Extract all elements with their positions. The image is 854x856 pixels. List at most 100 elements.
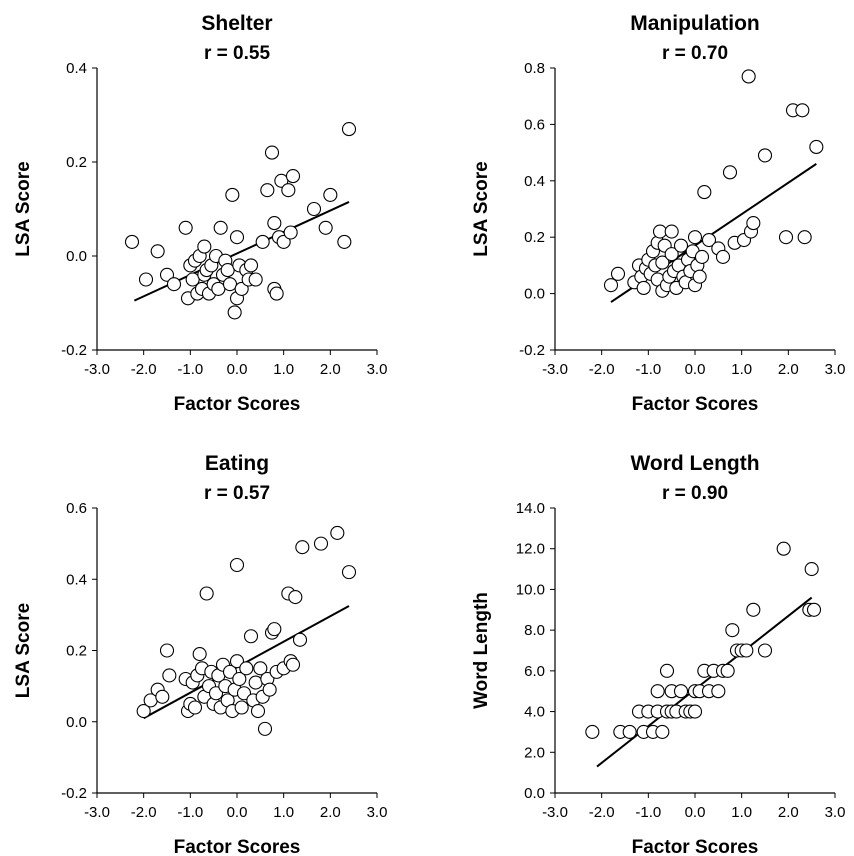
data-point: [757, 643, 773, 658]
data-point: [227, 305, 242, 320]
data-point: [136, 704, 151, 719]
data-point: [652, 224, 668, 239]
x-tick-label: -1.0: [635, 361, 661, 378]
data-point: [213, 220, 228, 235]
data-point: [239, 661, 254, 676]
data-point: [222, 664, 238, 679]
x-tick-label: 1.0: [731, 361, 752, 378]
data-point: [288, 590, 303, 605]
chart-title: Shelter: [201, 12, 272, 35]
data-point: [243, 258, 259, 273]
x-tick-label: 2.0: [778, 361, 799, 378]
data-point: [692, 269, 707, 284]
data-point: [313, 536, 329, 551]
y-tick-label: 0.6: [524, 116, 545, 133]
data-point: [341, 122, 357, 137]
data-point: [776, 541, 791, 556]
x-tick-label: 3.0: [825, 361, 846, 378]
x-tick-label: 2.0: [778, 804, 799, 821]
data-point: [276, 234, 291, 249]
chart-subtitle: r = 0.57: [204, 483, 270, 504]
data-point: [739, 643, 754, 658]
x-tick-label: -1.0: [177, 361, 203, 378]
data-point: [610, 266, 626, 281]
data-point: [797, 230, 812, 245]
data-point: [255, 234, 270, 249]
data-point: [650, 684, 665, 699]
data-point: [178, 220, 193, 235]
data-point: [187, 700, 203, 715]
data-point: [715, 249, 731, 264]
data-point: [694, 249, 710, 264]
data-point: [701, 232, 717, 248]
panel-eating: Eating r = 0.57 Factor Scores LSA Score …: [13, 452, 387, 856]
y-axis-label: LSA Score: [471, 161, 492, 256]
data-points: [136, 525, 357, 736]
data-points: [585, 541, 822, 739]
y-tick-label: 0.8: [524, 60, 545, 77]
data-point: [741, 69, 756, 84]
y-tick-label: 0.4: [66, 571, 87, 588]
data-point: [659, 663, 675, 678]
data-point: [725, 623, 740, 638]
y-axis-label: LSA Score: [13, 161, 34, 256]
data-point: [341, 565, 357, 580]
trend-line: [596, 596, 813, 768]
x-tick-label: -3.0: [542, 804, 568, 821]
data-point: [162, 668, 177, 683]
data-points: [124, 122, 357, 320]
data-point: [673, 238, 689, 253]
y-tick-label: -0.2: [61, 342, 87, 359]
data-point: [229, 557, 245, 573]
data-point: [720, 663, 735, 678]
data-point: [636, 280, 651, 296]
data-point: [673, 684, 689, 699]
data-point: [809, 139, 824, 155]
data-point: [722, 165, 738, 180]
data-point: [267, 622, 282, 637]
data-point: [664, 224, 679, 239]
data-point: [262, 682, 277, 697]
y-tick-label: 4.0: [524, 704, 545, 721]
y-tick-label: 0.4: [66, 60, 87, 77]
x-tick-label: 2.0: [320, 804, 341, 821]
data-point: [192, 647, 207, 662]
x-tick-label: -1.0: [635, 804, 661, 821]
data-point: [257, 721, 273, 736]
panel-manipulation: Manipulation r = 0.70 Factor Scores LSA …: [471, 12, 845, 415]
data-point: [318, 220, 333, 235]
data-point: [260, 183, 275, 198]
x-tick-label: 3.0: [825, 804, 846, 821]
data-point: [323, 187, 338, 202]
data-point: [330, 525, 345, 540]
data-point: [746, 602, 761, 617]
data-point: [208, 686, 224, 701]
data-point: [687, 704, 703, 719]
data-point: [222, 277, 238, 292]
x-tick-label: 0.0: [685, 361, 706, 378]
data-point: [337, 234, 352, 249]
data-point: [225, 187, 240, 202]
y-tick-label: 0.0: [66, 714, 87, 731]
data-point: [234, 281, 249, 296]
data-point: [248, 272, 263, 287]
data-point: [211, 281, 226, 296]
y-tick-label: 0.0: [524, 785, 545, 802]
data-point: [795, 103, 810, 118]
x-axis-label: Factor Scores: [174, 394, 301, 415]
y-tick-label: 0.2: [524, 229, 545, 246]
y-tick-label: 6.0: [524, 663, 545, 680]
data-point: [655, 724, 670, 739]
data-point: [124, 234, 140, 249]
chart-subtitle: r = 0.70: [662, 43, 728, 64]
data-point: [778, 230, 794, 245]
data-point: [248, 675, 263, 690]
y-tick-label: 10.0: [516, 581, 545, 598]
y-tick-label: 14.0: [516, 500, 545, 517]
data-point: [236, 686, 252, 701]
chart-title: Manipulation: [630, 12, 760, 35]
data-point: [229, 230, 245, 245]
data-point: [155, 689, 170, 704]
x-tick-label: -2.0: [131, 361, 157, 378]
